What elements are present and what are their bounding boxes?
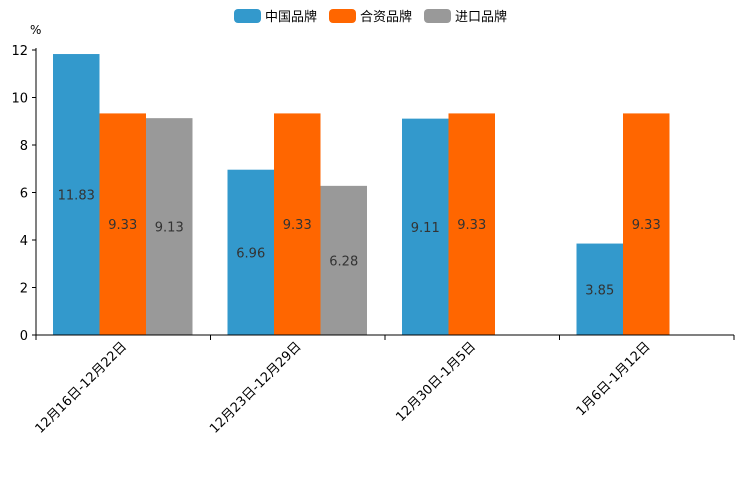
legend-label-3: 进口品牌 [455,9,507,25]
x-tick-label: 12月16日-12月22日 [33,339,130,436]
y-axis-unit-label: % [30,23,41,37]
bar-series3-cat1[interactable] [146,118,193,335]
legend-swatch-3[interactable] [424,9,451,23]
x-tick-label: 12月30日-1月5日 [393,339,479,425]
legend-label-1: 中国品牌 [265,9,317,25]
data-label-series2-cat1: 9.33 [108,218,137,233]
y-tick-label: 4 [20,234,28,249]
data-labels: 11.83 6.96 9.11 3.85 9.33 9.33 9.33 9.33 9.13 6.2… [58,189,661,299]
bar-series2-cat3[interactable] [448,113,496,335]
x-tick-label: 1月6日-1月12日 [574,339,654,419]
bar-series1-cat3[interactable] [402,118,449,335]
data-label-series1-cat2: 6.96 [236,246,265,261]
y-tick-label: 12 [11,44,28,59]
y-axis: 0 2 4 6 8 10 12 [11,44,37,344]
y-tick-label: 6 [20,187,28,202]
bars [53,54,670,335]
y-tick-label: 0 [20,329,28,344]
data-label-series3-cat2: 6.28 [329,254,358,269]
bar-series1-cat1[interactable] [53,54,100,335]
bar-series1-cat2[interactable] [227,169,275,335]
bar-series2-cat2[interactable] [274,113,321,335]
data-label-series1-cat1: 11.83 [58,189,95,204]
y-tick-label: 10 [11,92,28,107]
bar-series1-cat4[interactable] [576,243,624,335]
legend-label-2: 合资品牌 [360,9,412,25]
legend: 中国品牌 合资品牌 进口品牌 [234,9,507,25]
y-tick-label: 8 [20,139,28,154]
data-label-series2-cat2: 9.33 [283,218,312,233]
data-label-series3-cat1: 9.13 [155,221,184,236]
x-tick-label: 12月23日-12月29日 [207,339,304,436]
y-tick-label: 2 [20,282,28,297]
data-label-series2-cat3: 9.33 [457,218,486,233]
data-label-series1-cat4: 3.85 [585,283,614,298]
data-label-series1-cat3: 9.11 [411,221,440,236]
x-axis: 12月16日-12月22日 12月23日-12月29日 12月30日-1月5日 1月6… [33,334,735,437]
data-label-series2-cat4: 9.33 [632,218,661,233]
bar-series3-cat2[interactable] [320,185,368,335]
legend-swatch-2[interactable] [329,9,356,23]
bar-series2-cat1[interactable] [99,113,147,335]
legend-swatch-1[interactable] [234,9,261,23]
bar-series2-cat4[interactable] [623,113,670,335]
